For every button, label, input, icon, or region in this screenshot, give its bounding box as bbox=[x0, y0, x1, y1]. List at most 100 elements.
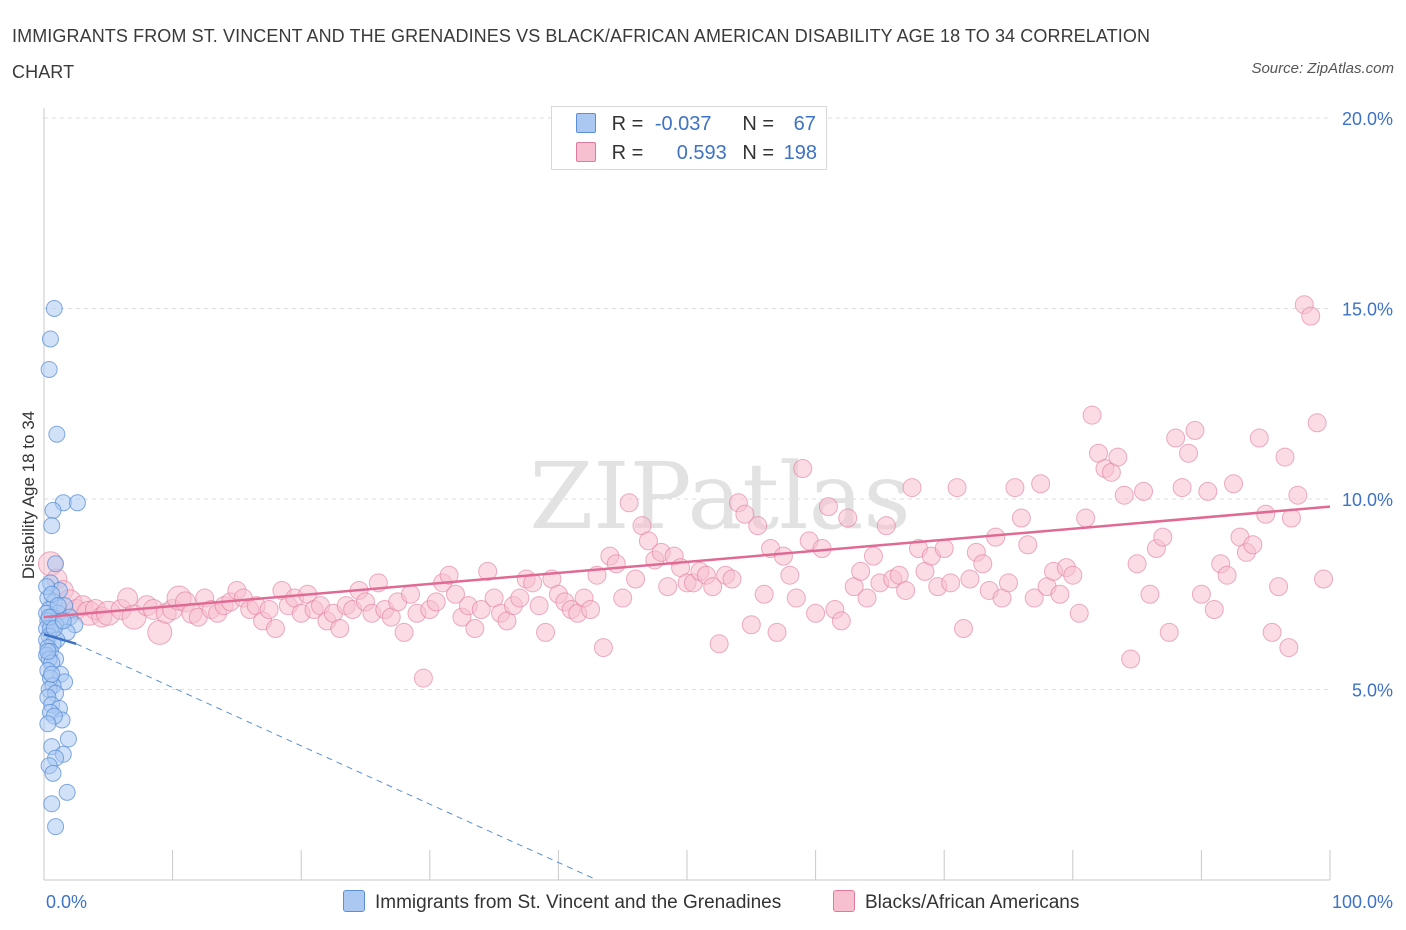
trend-extension-immigrants bbox=[75, 643, 598, 881]
point-blacks bbox=[851, 561, 871, 581]
legend-row-blacks: R = 0.593 N = 198 bbox=[576, 141, 817, 165]
point-blacks bbox=[1249, 428, 1269, 448]
point-blacks bbox=[947, 478, 967, 498]
point-blacks bbox=[973, 554, 993, 574]
series-blacks-points bbox=[37, 295, 1334, 688]
point-blacks bbox=[748, 516, 768, 536]
point-blacks bbox=[838, 508, 858, 528]
point-blacks bbox=[1082, 405, 1102, 425]
point-immigrants bbox=[49, 597, 67, 615]
point-immigrants bbox=[43, 665, 61, 683]
axes bbox=[43, 108, 1331, 881]
point-blacks bbox=[658, 577, 678, 597]
point-blacks bbox=[1127, 554, 1147, 574]
legend-box: R = -0.037 N = 67 R = 0.593 N = 198 bbox=[551, 106, 827, 170]
point-blacks bbox=[857, 588, 877, 608]
point-blacks bbox=[896, 580, 916, 600]
legend-r-value-blacks: 0.593 bbox=[676, 142, 727, 164]
point-blacks bbox=[523, 573, 543, 593]
point-blacks bbox=[1256, 504, 1276, 524]
point-blacks bbox=[934, 539, 954, 559]
point-blacks bbox=[953, 619, 973, 639]
point-blacks bbox=[754, 584, 774, 604]
legend-n-value-blacks: 198 bbox=[783, 142, 817, 164]
legend-r-label: R = bbox=[611, 142, 644, 164]
point-blacks bbox=[722, 569, 742, 589]
point-blacks bbox=[1281, 508, 1301, 528]
point-blacks bbox=[1121, 649, 1141, 669]
point-blacks bbox=[1172, 478, 1192, 498]
trend-line-blacks bbox=[43, 505, 1331, 619]
legend-n-label: N = bbox=[742, 142, 775, 164]
point-blacks bbox=[259, 599, 279, 619]
point-blacks bbox=[902, 478, 922, 498]
point-immigrants bbox=[41, 330, 59, 348]
legend-n-value-immigrants: 67 bbox=[793, 113, 816, 135]
point-blacks bbox=[619, 493, 639, 513]
point-blacks bbox=[1307, 413, 1327, 433]
point-blacks bbox=[536, 622, 556, 642]
point-blacks bbox=[780, 565, 800, 585]
point-blacks bbox=[1140, 584, 1160, 604]
point-blacks bbox=[471, 599, 491, 619]
point-blacks bbox=[613, 588, 633, 608]
point-blacks bbox=[876, 516, 896, 536]
point-immigrants bbox=[43, 517, 61, 535]
point-blacks bbox=[1185, 420, 1205, 440]
point-blacks bbox=[1301, 306, 1321, 326]
point-blacks bbox=[1262, 622, 1282, 642]
point-blacks bbox=[1114, 485, 1134, 505]
point-blacks bbox=[1179, 443, 1199, 463]
trend-line-immigrants bbox=[43, 633, 77, 645]
point-blacks bbox=[1224, 474, 1244, 494]
point-immigrants bbox=[48, 425, 66, 443]
point-immigrants bbox=[59, 730, 77, 748]
point-blacks bbox=[1243, 535, 1263, 555]
point-immigrants bbox=[40, 360, 58, 378]
point-blacks bbox=[806, 603, 826, 623]
source-label: Source: ZipAtlas.com bbox=[1251, 60, 1394, 77]
point-blacks bbox=[863, 546, 883, 566]
point-blacks bbox=[793, 459, 813, 479]
y-axis-label: Disability Age 18 to 34 bbox=[19, 411, 38, 579]
point-blacks bbox=[1288, 485, 1308, 505]
point-immigrants bbox=[45, 300, 63, 317]
point-blacks bbox=[1314, 569, 1334, 589]
y-tick-labels: 5.0% 10.0% 15.0% 20.0% bbox=[1342, 109, 1393, 701]
point-blacks bbox=[147, 619, 173, 645]
point-blacks bbox=[999, 573, 1018, 593]
x-tick-label-min: 0.0% bbox=[46, 892, 87, 912]
point-immigrants bbox=[44, 501, 62, 519]
point-blacks bbox=[426, 592, 446, 612]
point-blacks bbox=[478, 561, 498, 581]
point-blacks bbox=[1198, 481, 1218, 501]
point-immigrants bbox=[43, 795, 61, 813]
point-blacks bbox=[818, 497, 838, 517]
x-tick-label-max: 100.0% bbox=[1332, 892, 1393, 912]
point-blacks bbox=[1076, 508, 1096, 528]
point-blacks bbox=[1063, 565, 1083, 585]
point-blacks bbox=[741, 615, 761, 635]
point-immigrants bbox=[47, 555, 65, 573]
point-immigrants bbox=[47, 818, 65, 836]
point-blacks bbox=[465, 619, 485, 639]
chart-title: IMMIGRANTS FROM ST. VINCENT AND THE GREN… bbox=[12, 26, 1151, 82]
point-blacks bbox=[1108, 447, 1128, 467]
point-blacks bbox=[1275, 447, 1295, 467]
point-blacks bbox=[1024, 588, 1044, 608]
point-blacks bbox=[529, 596, 549, 616]
point-blacks bbox=[1166, 428, 1186, 448]
point-blacks bbox=[626, 569, 646, 589]
point-blacks bbox=[1005, 478, 1025, 498]
watermark: ZIPatlas bbox=[529, 443, 910, 550]
point-blacks bbox=[1153, 527, 1173, 547]
y-tick-label: 5.0% bbox=[1352, 681, 1393, 701]
point-blacks bbox=[581, 599, 601, 619]
point-blacks bbox=[1217, 565, 1237, 585]
legend-row-immigrants: R = -0.037 N = 67 bbox=[576, 112, 816, 136]
point-blacks bbox=[1159, 622, 1179, 642]
point-blacks bbox=[960, 569, 980, 589]
bottom-legend-blacks: Blacks/African Americans bbox=[833, 890, 1079, 914]
legend-r-value-immigrants: -0.037 bbox=[654, 113, 712, 135]
